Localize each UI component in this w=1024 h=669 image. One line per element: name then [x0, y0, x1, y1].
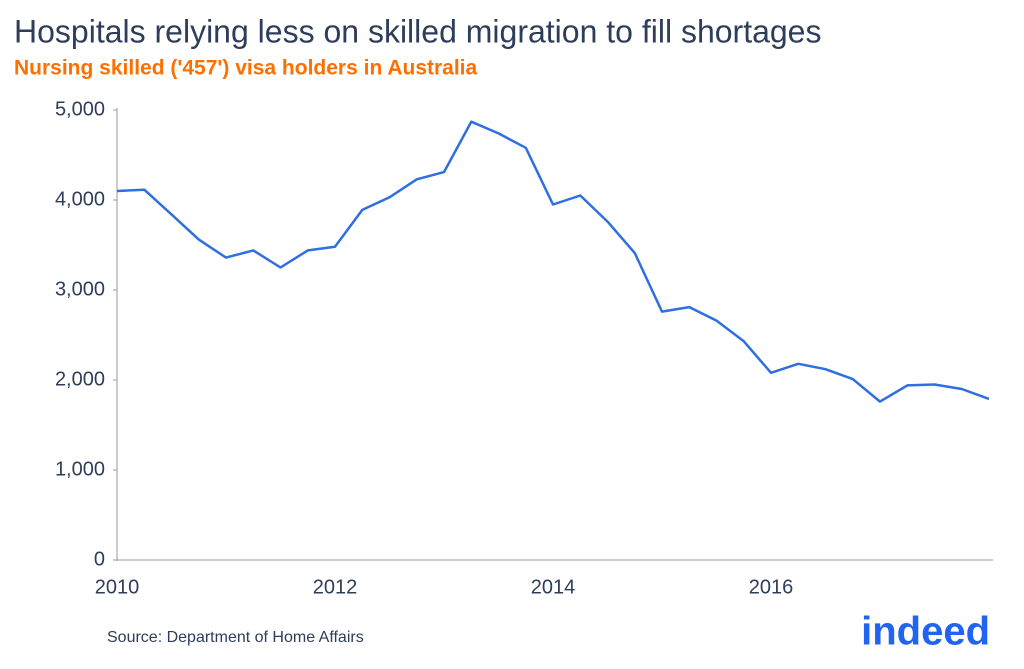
data-line — [116, 120, 990, 403]
y-tick-label: 2,000 — [55, 368, 105, 390]
x-tick-label: 2012 — [313, 576, 358, 598]
chart-title: Hospitals relying less on skilled migrat… — [14, 13, 821, 49]
x-tick-label: 2010 — [95, 576, 140, 598]
y-tick-label: 4,000 — [55, 188, 105, 210]
y-tick-label: 0 — [94, 548, 105, 570]
logo: indeed — [861, 610, 990, 654]
chart-subtitle: Nursing skilled ('457') visa holders in … — [14, 57, 478, 80]
x-tick-label: 2014 — [531, 576, 576, 598]
y-tick-label: 5,000 — [55, 98, 105, 120]
source-note: Source: Department of Home Affairs — [107, 629, 364, 646]
y-tick-label: 3,000 — [55, 278, 105, 300]
y-tick-label: 1,000 — [55, 458, 105, 480]
x-tick-label: 2016 — [749, 576, 794, 598]
